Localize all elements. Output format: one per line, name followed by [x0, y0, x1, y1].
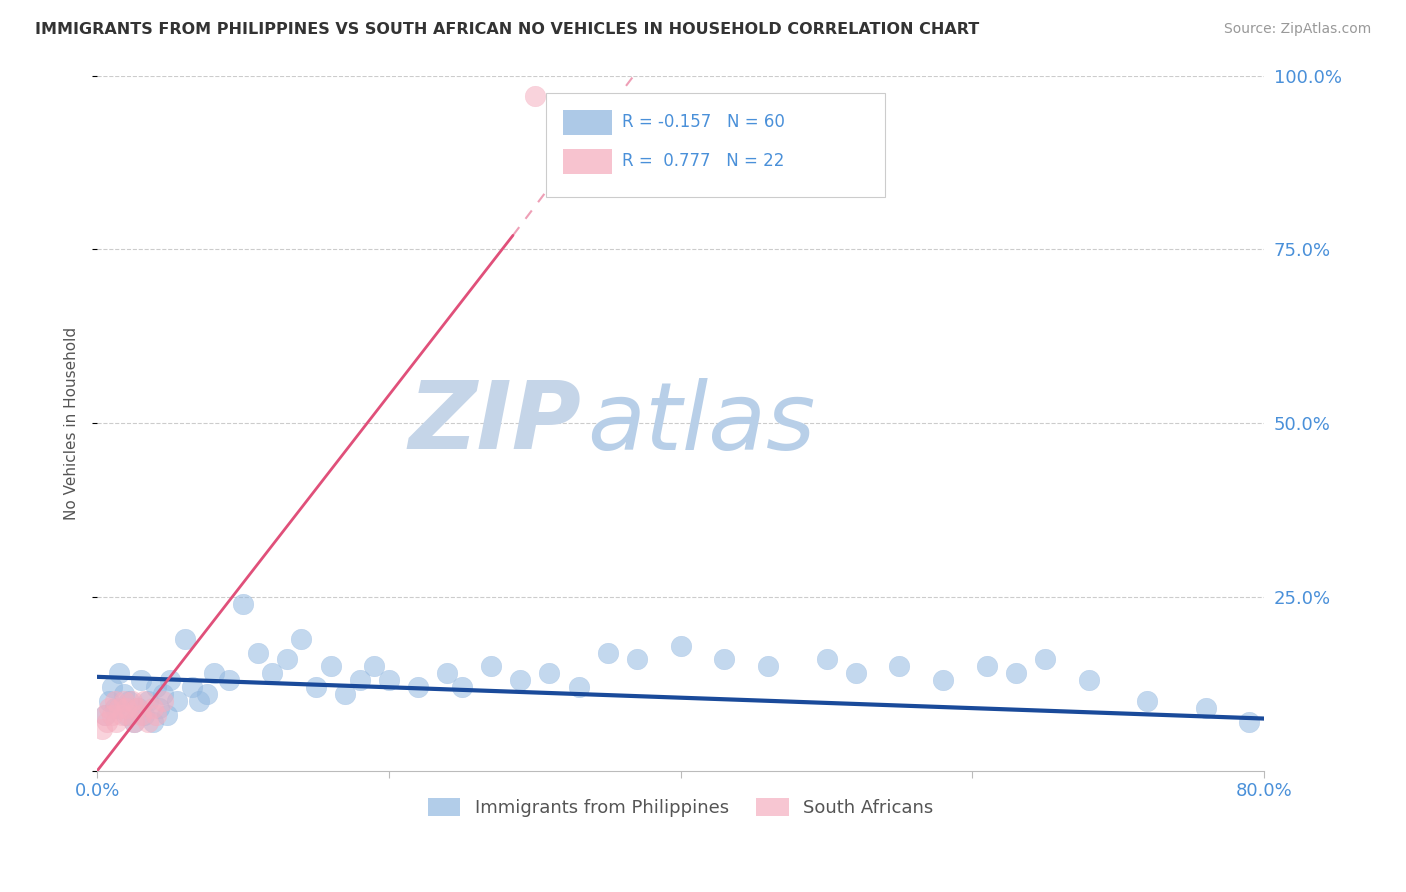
Point	[335, 687, 357, 701]
Point	[436, 666, 458, 681]
Point	[1005, 666, 1028, 681]
Point	[166, 694, 188, 708]
Point	[148, 701, 170, 715]
Point	[188, 694, 211, 708]
Text: R =  0.777   N = 22: R = 0.777 N = 22	[623, 152, 785, 170]
Point	[93, 708, 115, 723]
Point	[568, 680, 591, 694]
Point	[976, 659, 998, 673]
Point	[115, 701, 138, 715]
Point	[262, 666, 284, 681]
Point	[218, 673, 240, 688]
Legend: Immigrants from Philippines, South Africans: Immigrants from Philippines, South Afric…	[420, 791, 941, 824]
Point	[122, 714, 145, 729]
Point	[756, 659, 779, 673]
Point	[1078, 673, 1101, 688]
Point	[669, 639, 692, 653]
Point	[125, 701, 148, 715]
Point	[1239, 714, 1261, 729]
Point	[538, 666, 561, 681]
Point	[195, 687, 218, 701]
Point	[290, 632, 312, 646]
Point	[1136, 694, 1159, 708]
Point	[596, 646, 619, 660]
Point	[173, 632, 195, 646]
Point	[509, 673, 531, 688]
Text: Source: ZipAtlas.com: Source: ZipAtlas.com	[1223, 22, 1371, 37]
Point	[111, 708, 134, 723]
Point	[136, 714, 159, 729]
Point	[142, 701, 165, 715]
Point	[108, 666, 131, 681]
Point	[451, 680, 474, 694]
Point	[129, 673, 152, 688]
Point	[96, 714, 118, 729]
Point	[156, 708, 179, 723]
Point	[406, 680, 429, 694]
Point	[132, 708, 155, 723]
Point	[276, 652, 298, 666]
Point	[97, 694, 120, 708]
Point	[122, 714, 145, 729]
Point	[101, 680, 124, 694]
Point	[815, 652, 838, 666]
Point	[159, 673, 181, 688]
Point	[305, 680, 328, 694]
Point	[136, 694, 159, 708]
Point	[1033, 652, 1056, 666]
Point	[101, 708, 124, 723]
Point	[118, 708, 141, 723]
FancyBboxPatch shape	[547, 93, 884, 197]
Point	[626, 652, 648, 666]
Point	[142, 714, 165, 729]
Point	[232, 597, 254, 611]
Text: ZIP: ZIP	[409, 377, 582, 469]
Text: IMMIGRANTS FROM PHILIPPINES VS SOUTH AFRICAN NO VEHICLES IN HOUSEHOLD CORRELATIO: IMMIGRANTS FROM PHILIPPINES VS SOUTH AFR…	[35, 22, 980, 37]
Point	[97, 701, 120, 715]
Point	[523, 89, 546, 103]
Point	[246, 646, 269, 660]
Point	[105, 714, 128, 729]
Y-axis label: No Vehicles in Household: No Vehicles in Household	[65, 326, 79, 520]
Point	[363, 659, 385, 673]
Point	[932, 673, 955, 688]
Point	[145, 680, 167, 694]
Point	[129, 708, 152, 723]
Point	[121, 694, 143, 708]
Point	[90, 722, 112, 736]
Point	[115, 708, 138, 723]
Point	[104, 701, 127, 715]
Point	[152, 687, 174, 701]
Text: atlas: atlas	[588, 377, 815, 468]
Point	[319, 659, 342, 673]
Point	[108, 701, 131, 715]
Point	[181, 680, 204, 694]
Point	[202, 666, 225, 681]
Point	[152, 694, 174, 708]
Point	[145, 708, 167, 723]
Point	[112, 694, 135, 708]
Point	[479, 659, 502, 673]
Point	[132, 694, 155, 708]
Point	[889, 659, 911, 673]
Point	[378, 673, 401, 688]
FancyBboxPatch shape	[562, 111, 612, 136]
Point	[713, 652, 735, 666]
FancyBboxPatch shape	[562, 148, 612, 174]
Point	[118, 694, 141, 708]
Point	[93, 708, 115, 723]
Point	[349, 673, 371, 688]
Point	[845, 666, 868, 681]
Point	[1195, 701, 1218, 715]
Point	[112, 687, 135, 701]
Point	[127, 701, 149, 715]
Point	[104, 694, 127, 708]
Text: R = -0.157   N = 60: R = -0.157 N = 60	[623, 113, 785, 131]
